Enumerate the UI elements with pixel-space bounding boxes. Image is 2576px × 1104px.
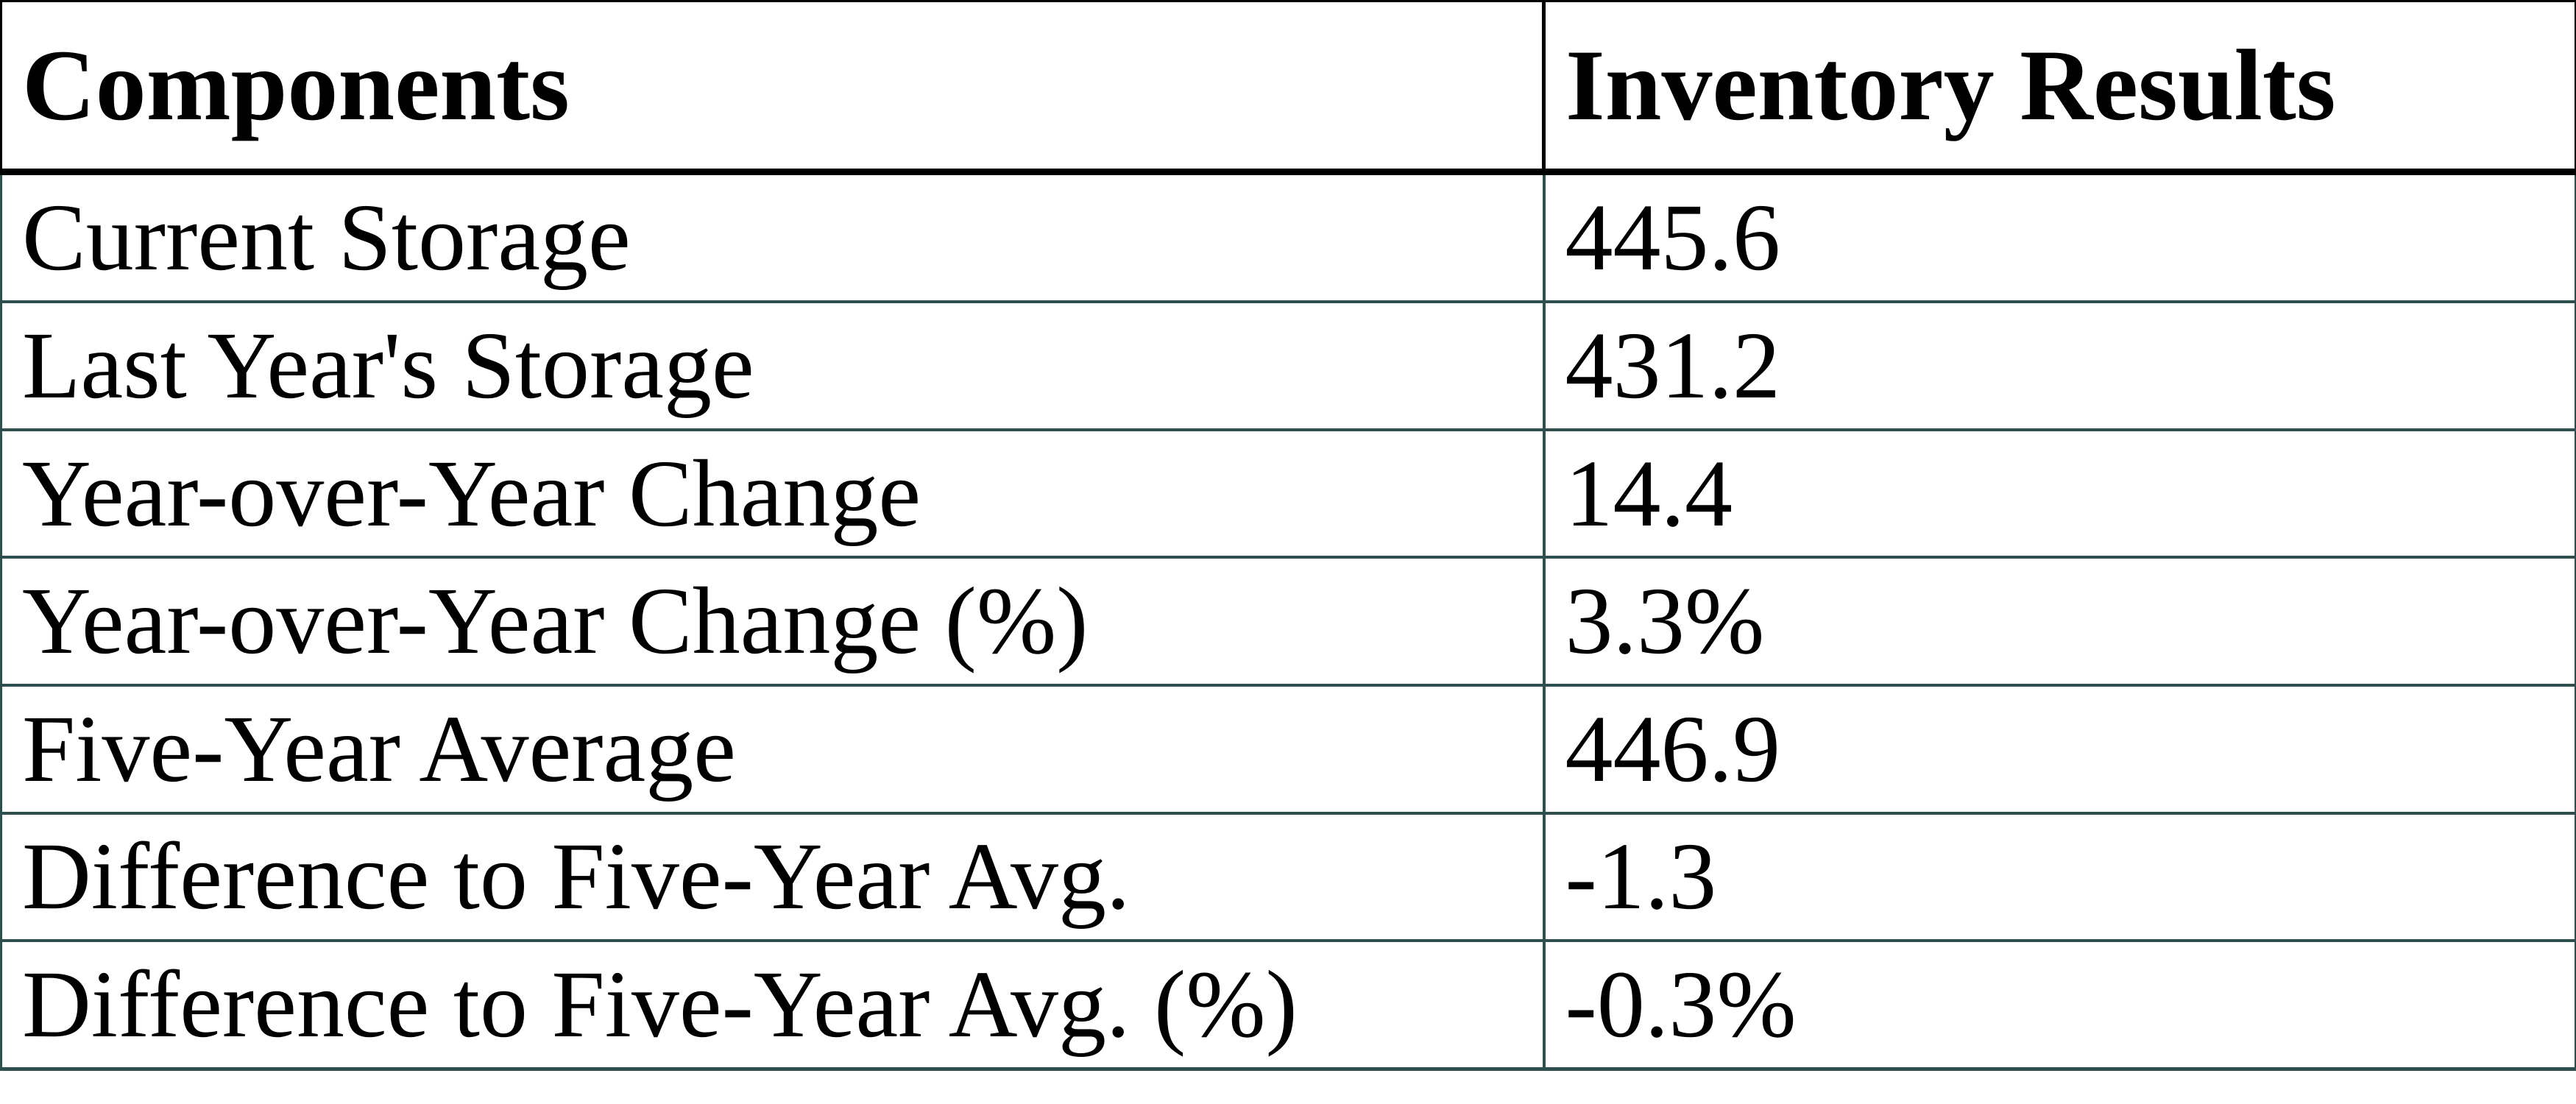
inventory-results-table: Components Inventory Results Current Sto… [0, 0, 2576, 1072]
table-header-row: Components Inventory Results [0, 0, 2576, 175]
inventory-result-cell: 446.9 [1542, 684, 2576, 815]
component-name-cell: Current Storage [0, 170, 1546, 304]
component-name-cell: Year-over-Year Change (%) [0, 556, 1546, 687]
table-row-diff-five-year-avg-pct: Difference to Five-Year Avg. (%) -0.3% [0, 939, 2576, 1072]
table-row-last-years-storage: Last Year's Storage 431.2 [0, 300, 2576, 431]
table-row-diff-five-year-avg: Difference to Five-Year Avg. -1.3 [0, 811, 2576, 943]
component-name-cell: Difference to Five-Year Avg. [0, 811, 1546, 943]
component-name-cell: Last Year's Storage [0, 300, 1546, 431]
inventory-result-cell: 3.3% [1542, 556, 2576, 687]
table-row-five-year-average: Five-Year Average 446.9 [0, 684, 2576, 815]
inventory-result-cell: -1.3 [1542, 811, 2576, 943]
column-header-inventory-results: Inventory Results [1542, 0, 2576, 175]
table-row-yoy-change: Year-over-Year Change 14.4 [0, 428, 2576, 559]
inventory-result-cell: -0.3% [1542, 939, 2576, 1072]
inventory-result-cell: 431.2 [1542, 300, 2576, 431]
component-name-cell: Difference to Five-Year Avg. (%) [0, 939, 1546, 1072]
column-header-components: Components [0, 0, 1546, 175]
table-row-current-storage: Current Storage 445.6 [0, 170, 2576, 304]
component-name-cell: Year-over-Year Change [0, 428, 1546, 559]
table-row-yoy-change-pct: Year-over-Year Change (%) 3.3% [0, 556, 2576, 687]
component-name-cell: Five-Year Average [0, 684, 1546, 815]
inventory-result-cell: 445.6 [1542, 170, 2576, 304]
inventory-result-cell: 14.4 [1542, 428, 2576, 559]
